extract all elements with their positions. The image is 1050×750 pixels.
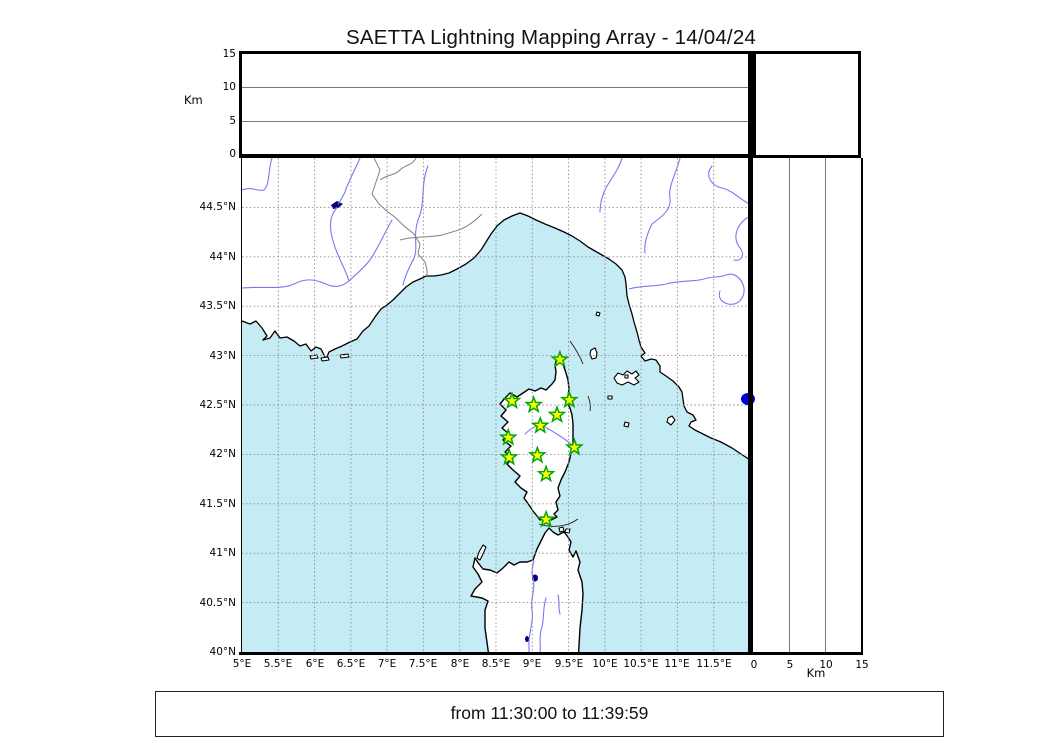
- top-altitude-panel: [239, 51, 748, 158]
- lat-tick-40-5: 40.5°N: [199, 597, 236, 609]
- lon-tick-10-5: 10.5°E: [623, 658, 659, 670]
- right-panel-gridline-10km: [825, 158, 826, 652]
- lat-tick-43-5: 43.5°N: [199, 300, 236, 312]
- alt-right-tick-0: 0: [750, 659, 758, 671]
- altitude-axis-label-right: Km: [806, 666, 826, 680]
- alt-right-tick-10: 10: [819, 659, 833, 671]
- time-range-label: from 11:30:00 to 11:39:59: [450, 703, 649, 723]
- lat-tick-40: 40°N: [209, 646, 236, 658]
- alt-tick-15: 15: [222, 48, 236, 60]
- lon-tick-9-5: 9.5°E: [554, 658, 584, 670]
- island-giglio: [666, 415, 676, 426]
- land-sardinia: [470, 527, 584, 652]
- lon-tick-6-5: 6.5°E: [336, 658, 366, 670]
- altitude-axis-label-top: Km: [184, 93, 203, 107]
- alt-right-tick-5: 5: [786, 659, 794, 671]
- lat-tick-42: 42°N: [209, 448, 236, 460]
- map-bottom-border: [239, 652, 753, 655]
- top-panel-gridline-10km: [242, 87, 748, 88]
- island-capraia: [589, 347, 598, 360]
- island-hyeres-2: [320, 356, 330, 362]
- bathymetry-lines: [538, 340, 591, 527]
- alt-tick-5: 5: [229, 115, 236, 127]
- island-maddalena-1: [558, 526, 565, 533]
- page-title: SAETTA Lightning Mapping Array - 14/04/2…: [345, 26, 757, 49]
- lake-serre-poncon: [331, 201, 343, 209]
- lon-tick-11: 11°E: [664, 658, 690, 670]
- lat-tick-41: 41°N: [209, 547, 236, 559]
- lat-tick-44-5: 44.5°N: [199, 201, 236, 213]
- right-panel-gridline-5km: [789, 158, 790, 652]
- lat-tick-42-5: 42.5°N: [199, 399, 236, 411]
- island-cerboli: [624, 374, 629, 379]
- graticule: [242, 158, 750, 652]
- lake-sardinia-2: [525, 636, 529, 642]
- lon-tick-5-5: 5.5°E: [263, 658, 293, 670]
- lat-tick-41-5: 41.5°N: [199, 498, 236, 510]
- lon-tick-10: 10°E: [592, 658, 618, 670]
- corner-panel: [753, 51, 861, 158]
- island-asinara: [476, 544, 487, 561]
- alt-tick-0: 0: [229, 148, 236, 160]
- lat-tick-44: 44°N: [209, 251, 236, 263]
- island-hyeres-1: [309, 354, 319, 360]
- map-canvas: [242, 158, 750, 652]
- island-gorgona: [595, 311, 601, 317]
- lon-tick-5: 5°E: [232, 658, 252, 670]
- island-maddalena-2: [564, 528, 571, 534]
- island-montecristo: [623, 421, 630, 428]
- lon-tick-6: 6°E: [305, 658, 325, 670]
- lon-tick-11-5: 11.5°E: [696, 658, 732, 670]
- lat-tick-43: 43°N: [209, 350, 236, 362]
- top-panel-gridline-5km: [242, 121, 748, 122]
- map-left-border: [240, 158, 242, 652]
- lon-tick-7: 7°E: [377, 658, 397, 670]
- lon-tick-8: 8°E: [450, 658, 470, 670]
- islands: [309, 311, 676, 561]
- island-pianosa: [607, 395, 613, 400]
- lon-tick-9: 9°E: [522, 658, 542, 670]
- alt-tick-10: 10: [222, 81, 236, 93]
- time-range-box: from 11:30:00 to 11:39:59: [155, 691, 944, 737]
- panel-divider-line: [748, 51, 753, 655]
- lon-tick-7-5: 7.5°E: [408, 658, 438, 670]
- lon-tick-8-5: 8.5°E: [481, 658, 511, 670]
- right-altitude-panel: [753, 158, 863, 655]
- alt-right-tick-15: 15: [855, 659, 869, 671]
